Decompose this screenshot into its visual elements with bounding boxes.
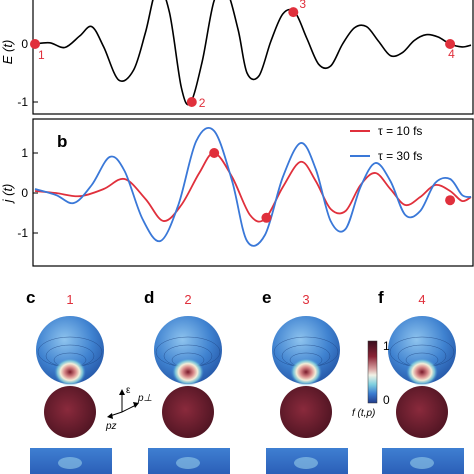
marker-a-2	[288, 7, 299, 18]
panel-letter-c: c	[26, 288, 35, 307]
markers-a: 1 2 3 4	[30, 0, 456, 110]
panel-letter-e: e	[262, 288, 271, 307]
panel-letter-f: f	[378, 288, 384, 307]
ytick-label-b-0: 1	[21, 146, 28, 160]
ytick-label-b-2: -1	[17, 226, 28, 240]
marker-a-3	[445, 39, 456, 49]
axis-key-z-arrow	[107, 413, 113, 419]
colorbar: 1 0 f (t,p)	[352, 339, 390, 419]
hotspot-c	[54, 358, 86, 386]
colorbar-tick-min: 0	[383, 393, 390, 407]
hotspot-d	[172, 358, 204, 386]
subpanel-number-c: 1	[66, 292, 73, 307]
marker-label-3: 3	[299, 0, 306, 11]
lower-sphere-c	[44, 386, 96, 438]
lower-sphere-d	[162, 386, 214, 438]
legend-label-red: τ = 10 fs	[378, 124, 422, 138]
colorbar-bar	[367, 340, 378, 404]
hotspot-e	[290, 358, 322, 386]
colorbar-tick-max: 1	[383, 339, 390, 353]
hotspot-f	[406, 358, 438, 386]
series-line-b-1	[34, 127, 472, 247]
panel-letter-b: b	[57, 132, 67, 151]
lower-sphere-f	[396, 386, 448, 438]
legend-label-blue: τ = 30 fs	[378, 149, 422, 163]
bottom-strip-glow-d	[176, 457, 200, 469]
series-line-b-0	[34, 152, 472, 223]
ylabel-b: j (t)	[0, 184, 15, 205]
series-line-a-0	[34, 0, 472, 106]
plot-frame-a	[32, 0, 474, 115]
marker-label-4: 4	[448, 47, 455, 61]
ytick-label-a-1: -1	[17, 95, 28, 109]
subpanel-number-f: 4	[418, 292, 425, 307]
marker-b-2	[445, 195, 456, 206]
panel-letter-d: d	[144, 288, 154, 307]
markers-b	[209, 148, 456, 223]
marker-b-0	[209, 148, 220, 158]
upper-sphere-f	[388, 316, 456, 384]
marker-label-1: 1	[38, 48, 45, 62]
axis-key-vertical-label: ε	[126, 385, 131, 396]
marker-a-1	[186, 97, 197, 107]
bottom-strip-glow-f	[410, 457, 434, 469]
panel-b: b 1 0 -1 j (t) τ = 10 fs τ = 30 fs	[0, 118, 474, 267]
bottom-strip-glow-e	[294, 457, 318, 469]
subpanel-number-e: 3	[302, 292, 309, 307]
lines-a	[34, 0, 472, 106]
lower-sphere-e	[280, 386, 332, 438]
upper-sphere-e	[272, 316, 340, 384]
upper-sphere-c	[36, 316, 104, 384]
axis-key-perp	[121, 404, 137, 413]
upper-sphere-d	[154, 316, 222, 384]
ytick-label-a-0: 0	[21, 37, 28, 51]
plot-frame-b	[32, 118, 474, 267]
marker-a-0	[30, 39, 40, 49]
ylabel-a: E (t)	[0, 40, 15, 65]
axis-key-z-label: pz	[105, 421, 117, 432]
ytick-label-b-1: 0	[21, 186, 28, 200]
subpanel-number-d: 2	[184, 292, 191, 307]
bottom-strip-glow-c	[58, 457, 82, 469]
marker-b-1	[261, 212, 272, 223]
axes-key: ε p⊥ pz	[105, 385, 153, 432]
lines-b	[34, 127, 472, 247]
legend: τ = 10 fs τ = 30 fs	[350, 124, 422, 163]
colorbar-label: f (t,p)	[352, 408, 375, 419]
axis-key-perp-arrow	[133, 402, 139, 408]
panel-a: 0 -1 E (t) 1 2 3 4	[0, 0, 474, 115]
axis-key-perp-label: p⊥	[137, 393, 153, 404]
marker-label-2: 2	[199, 96, 206, 110]
axis-key-vertical-arrow	[119, 389, 125, 395]
